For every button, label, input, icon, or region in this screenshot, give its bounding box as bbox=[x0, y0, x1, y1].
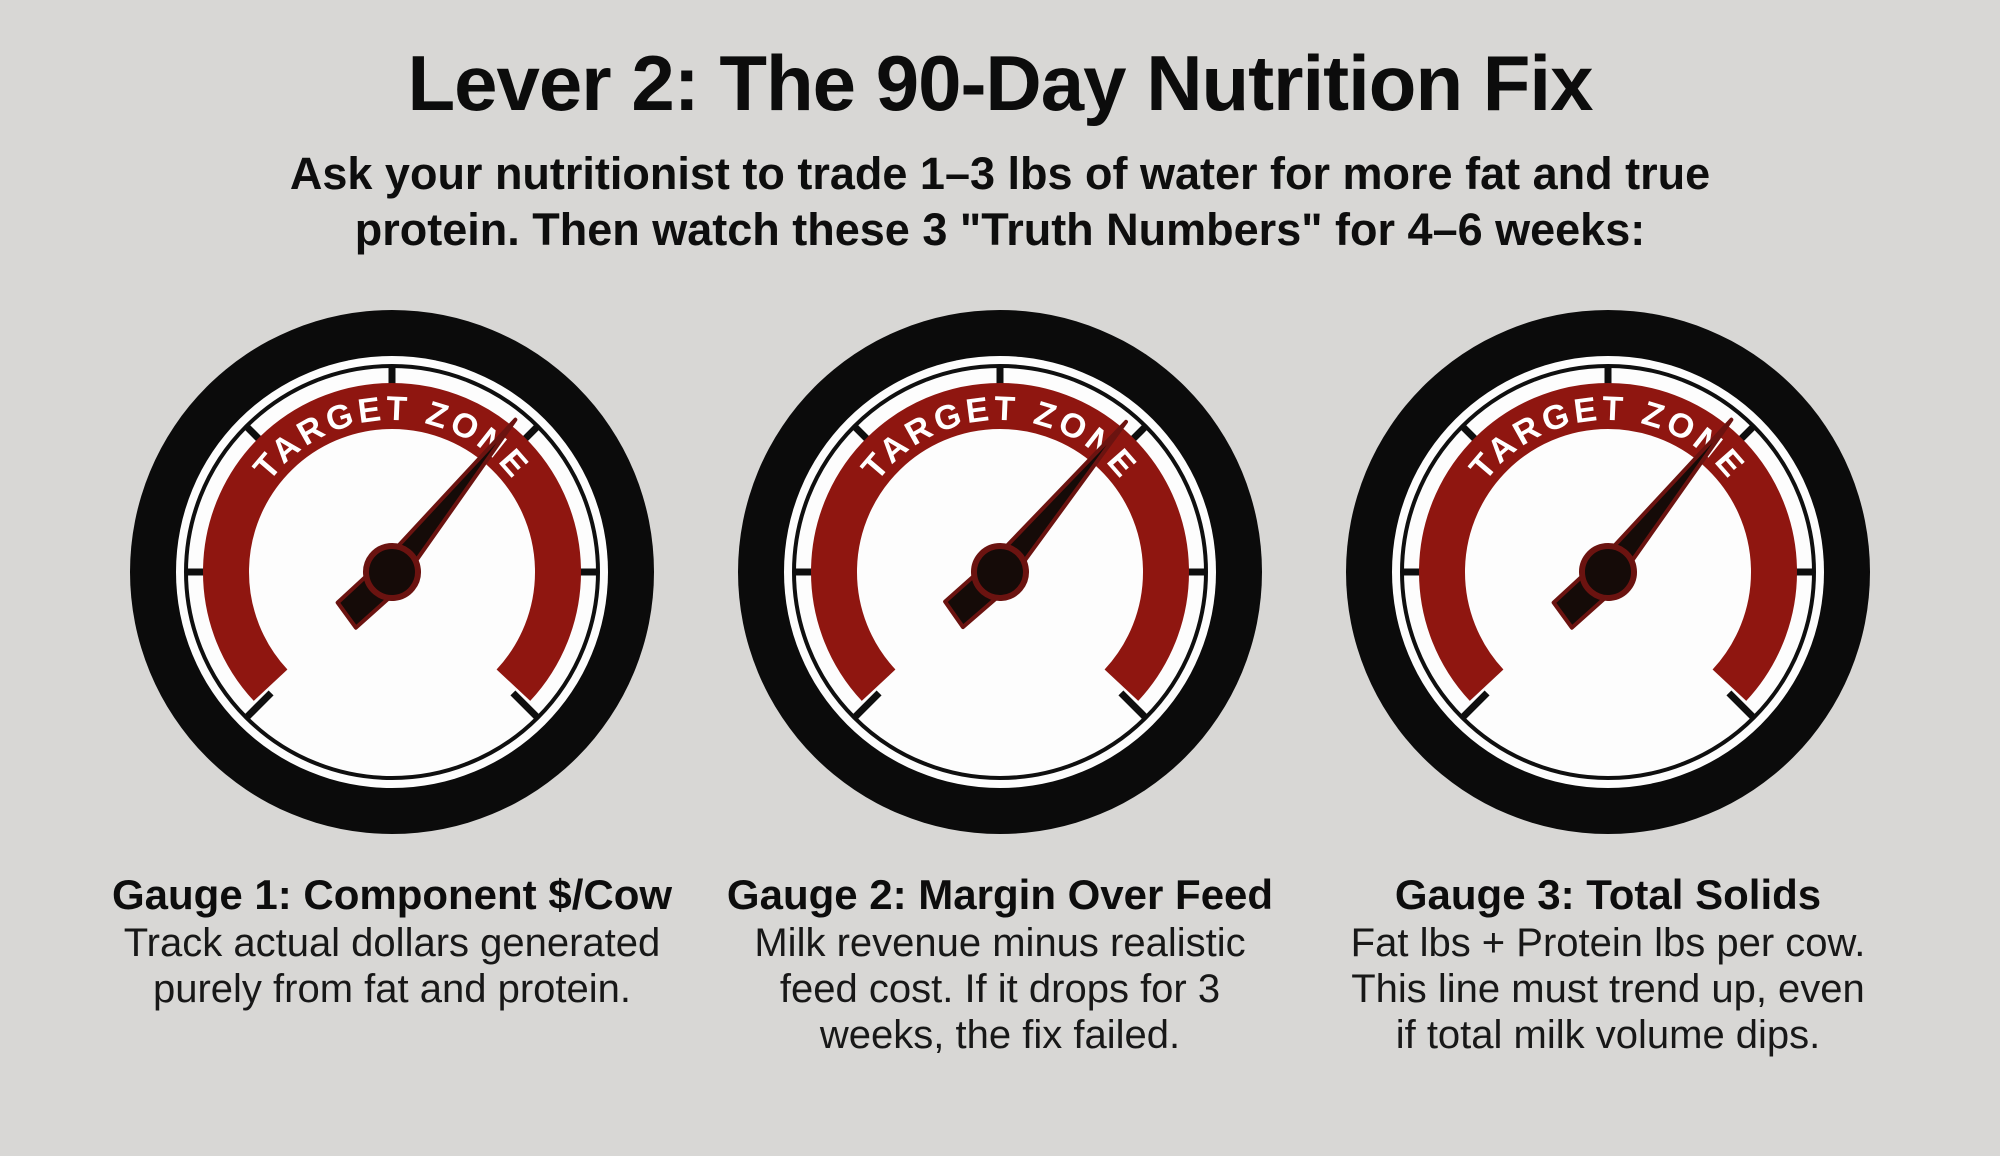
gauge-2-caption-line: weeks, the fix failed. bbox=[819, 1013, 1181, 1057]
gauge-1-caption-line: Track actual dollars generated bbox=[123, 921, 661, 965]
gauge-needle-rotor bbox=[1551, 417, 1734, 630]
gauge-column-2: TARGET ZONE Gauge 2: Margin Over Feed Mi… bbox=[710, 302, 1290, 1058]
needle-hub bbox=[363, 543, 421, 601]
gauge-2-caption-line: feed cost. If it drops for 3 bbox=[779, 967, 1221, 1011]
subtitle-line-1: Ask your nutritionist to trade 1–3 lbs o… bbox=[289, 148, 1711, 199]
gauge-2-caption-title: Gauge 2: Margin Over Feed bbox=[726, 871, 1274, 918]
gauge-needle-rotor bbox=[335, 417, 518, 630]
gauge-3-caption-line: Fat lbs + Protein lbs per cow. bbox=[1350, 921, 1866, 965]
gauge-needle bbox=[335, 417, 518, 630]
gauge-needle bbox=[943, 419, 1128, 630]
page-title: Lever 2: The 90-Day Nutrition Fix bbox=[407, 39, 1594, 127]
gauge-1-caption-title: Gauge 1: Component $/Cow bbox=[111, 871, 673, 918]
target-zone-arc bbox=[203, 382, 581, 701]
gauge-1-caption-line: purely from fat and protein. bbox=[152, 967, 632, 1011]
needle-hub bbox=[971, 543, 1029, 601]
gauge-dial-2: TARGET ZONE bbox=[738, 310, 1262, 834]
gauge-column-1: TARGET ZONE Gauge 1: Component $/Cow Tra… bbox=[102, 302, 682, 1058]
target-zone-arc bbox=[1419, 382, 1797, 701]
gauge-3-caption-line: This line must trend up, even bbox=[1351, 967, 1865, 1011]
gauge-dial-1: TARGET ZONE bbox=[130, 310, 654, 834]
needle-hub bbox=[1579, 543, 1637, 601]
gauge-needle-rotor bbox=[943, 419, 1128, 630]
subtitle-line-2: protein. Then watch these 3 "Truth Numbe… bbox=[354, 204, 1646, 255]
gauges-row: TARGET ZONE Gauge 1: Component $/Cow Tra… bbox=[102, 302, 1898, 1058]
gauge-column-3: TARGET ZONE Gauge 3: Total Solids Fat lb… bbox=[1318, 302, 1898, 1058]
gauge-needle bbox=[1551, 417, 1734, 630]
gauge-3-caption-title: Gauge 3: Total Solids bbox=[1394, 871, 1822, 918]
target-zone-arc bbox=[811, 382, 1189, 701]
gauge-2-caption-line: Milk revenue minus realistic bbox=[754, 921, 1246, 965]
page-subtitle: Ask your nutritionist to trade 1–3 lbs o… bbox=[0, 146, 2000, 258]
gauge-dial-3: TARGET ZONE bbox=[1346, 310, 1870, 834]
gauge-3-caption-line: if total milk volume dips. bbox=[1395, 1013, 1821, 1057]
